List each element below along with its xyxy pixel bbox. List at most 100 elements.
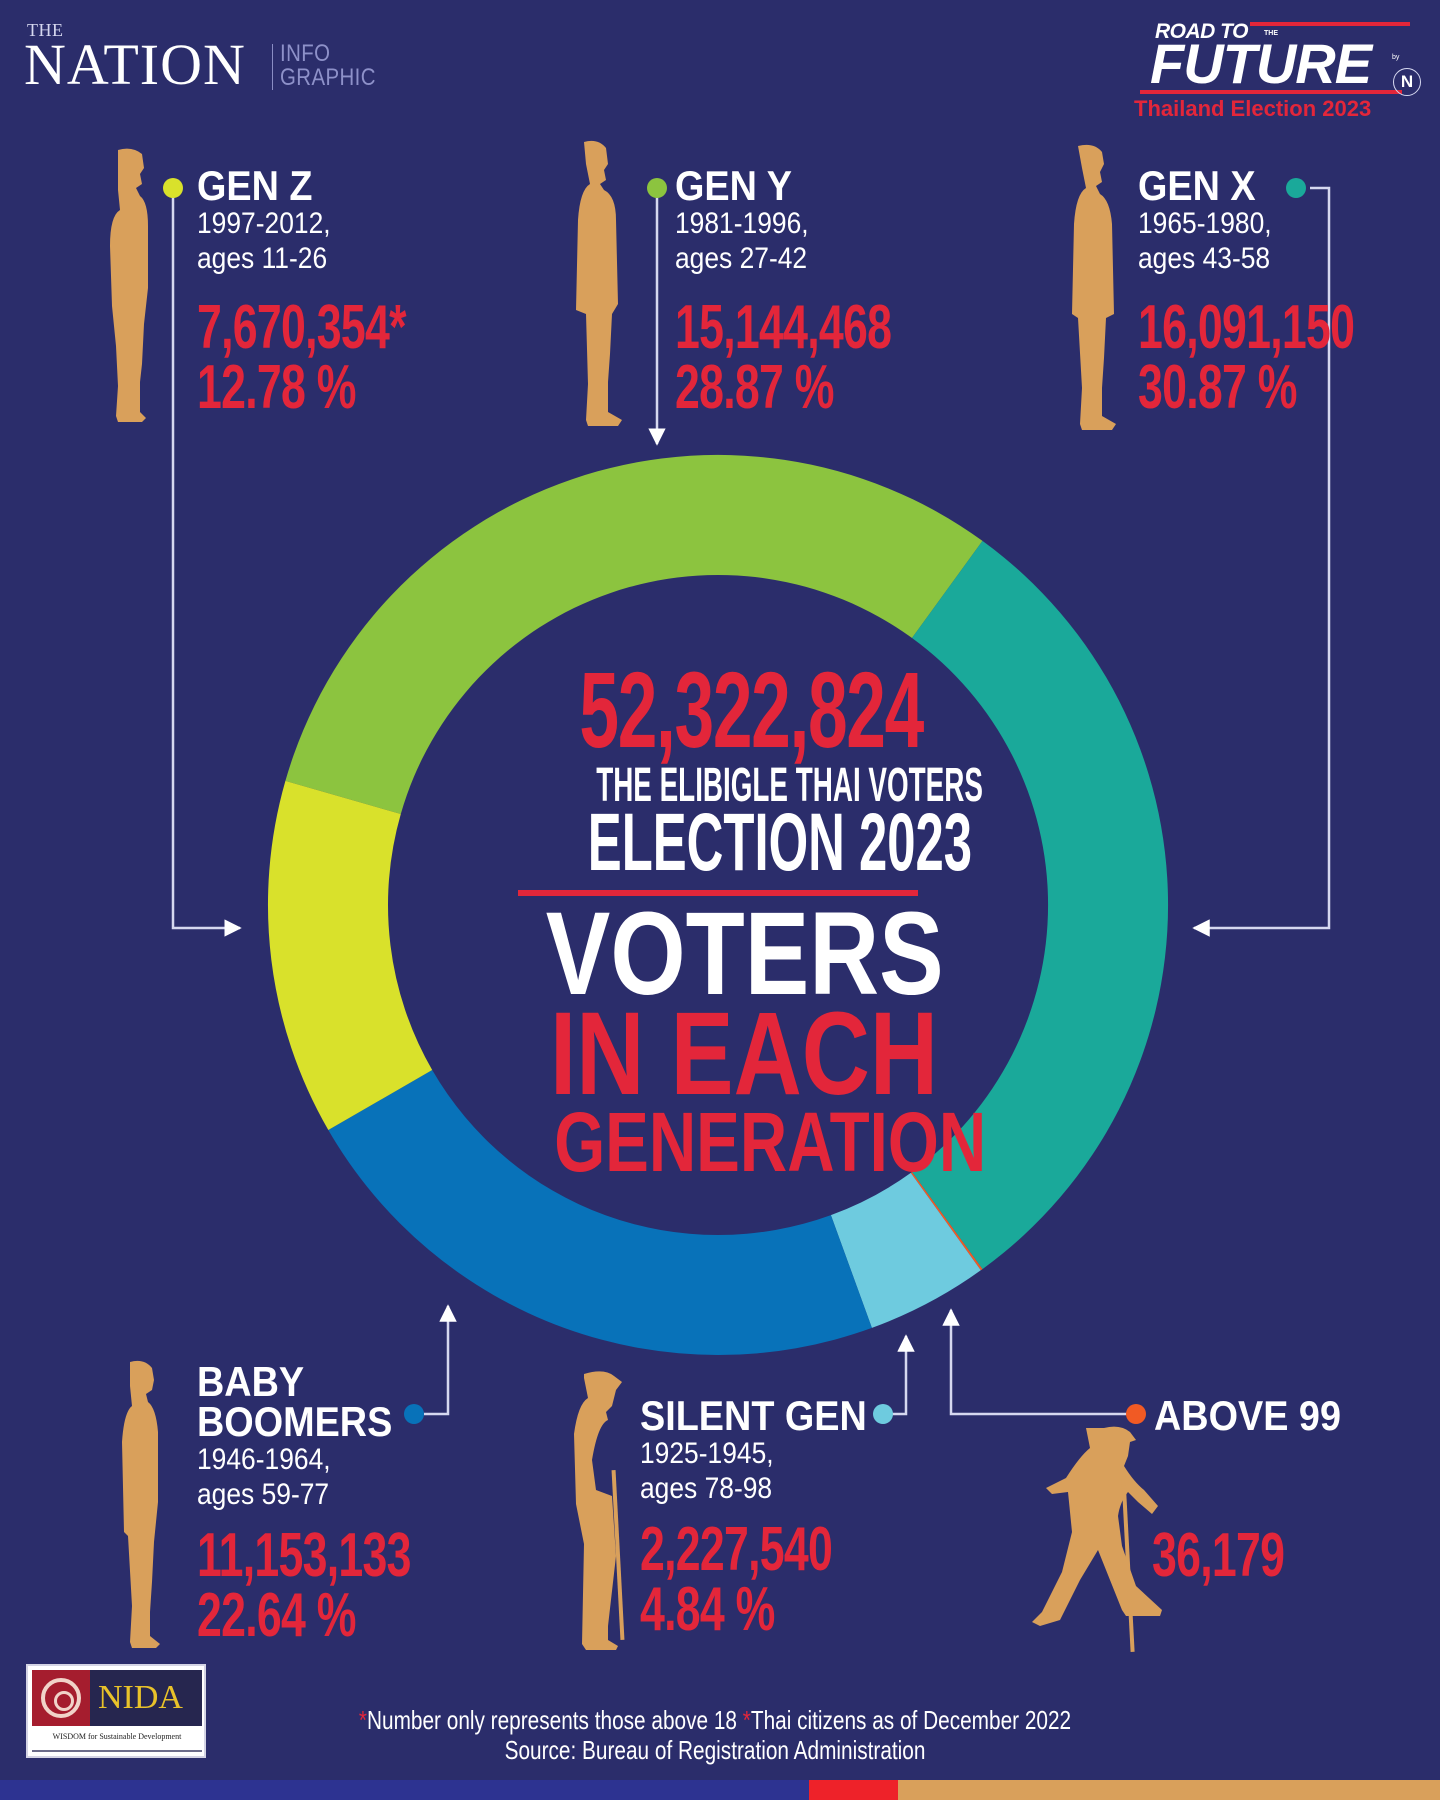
logo-the: THE — [27, 20, 64, 40]
silent-gen-dot — [873, 1404, 893, 1424]
gen-z-count: 7,670,354* — [197, 293, 406, 362]
campaign-the: THE — [1264, 30, 1278, 37]
gen-z-title: GEN Z — [197, 162, 313, 209]
total-voters: 52,322,824 — [579, 649, 924, 770]
gen-y-dot — [647, 178, 667, 198]
silent-gen-percent: 4.84 % — [640, 1575, 775, 1644]
gen-z-ages: ages 11-26 — [197, 242, 328, 275]
gen-y-ages: ages 27-42 — [675, 242, 808, 275]
gen-x-years: 1965-1980, — [1138, 207, 1272, 240]
person-silent-gen-icon — [574, 1371, 622, 1650]
campaign-rule-bottom — [1140, 90, 1402, 94]
nida-underline — [32, 1750, 202, 1752]
nida-seal-icon — [41, 1678, 81, 1718]
segment-gen-y — [285, 454, 983, 814]
donut-segments — [267, 454, 1169, 1356]
nida-logo: NIDA WISDOM for Sustainable Development — [26, 1664, 206, 1758]
person-above-99-icon — [1032, 1426, 1162, 1626]
segment-silent-gen — [830, 1172, 981, 1328]
connector-boomers — [424, 1304, 457, 1416]
segment-baby-boomers — [328, 1070, 872, 1356]
segment-gen-z — [267, 780, 433, 1130]
connector-gen-x — [1192, 186, 1331, 937]
nation-n-icon: N — [1393, 68, 1421, 96]
gen-x-title: GEN X — [1138, 162, 1256, 209]
cane-silent-icon — [611, 1470, 625, 1640]
center-title-in-each: IN EACH — [550, 988, 939, 1120]
donut-center-label: 52,322,824 THE ELIBIGLE THAI VOTERS ELEC… — [508, 649, 987, 1189]
gen-y-count: 15,144,468 — [675, 293, 892, 362]
connector-gen-z — [171, 196, 242, 937]
campaign-logo: ROAD TO THE FUTURE by N Thailand Electio… — [1130, 14, 1430, 129]
footnote-part-2: Thai citizens as of December 2022 — [750, 1705, 1072, 1735]
boomers-dot — [404, 1404, 424, 1424]
footer-bar-blue — [0, 1780, 809, 1800]
logo-divider — [272, 44, 273, 90]
footnote-part-1: Number only represents those above 18 — [366, 1705, 743, 1735]
footnote: *Number only represents those above 18 *… — [335, 1705, 1095, 1765]
segment-gen-x — [912, 540, 1169, 1270]
footnote-source: Source: Bureau of Registration Administr… — [504, 1735, 926, 1765]
footnote-line-1: *Number only represents those above 18 *… — [335, 1705, 1095, 1735]
campaign-by: by — [1392, 54, 1400, 61]
person-gen-z-icon — [110, 148, 148, 422]
campaign-road-to: ROAD TO — [1155, 20, 1248, 43]
gen-x-ages: ages 43-58 — [1138, 242, 1271, 275]
gen-z-percent: 12.78 % — [197, 353, 356, 422]
logo-infographic: INFO GRAPHIC — [280, 42, 376, 90]
logo-nation: NATION — [24, 32, 246, 97]
center-divider — [518, 890, 918, 896]
boomers-years: 1946-1964, — [197, 1443, 331, 1476]
gen-z-block: GEN Z 1997-2012, ages 11-26 7,670,354* 1… — [197, 162, 487, 422]
above-99-block: ABOVE 99 — [1154, 1392, 1362, 1439]
boomers-title-2: BOOMERS — [197, 1398, 393, 1445]
gen-y-percent: 28.87 % — [675, 353, 834, 422]
campaign-rule-top — [1250, 22, 1410, 26]
segment-above-99 — [910, 1172, 983, 1271]
silent-gen-title: SILENT GEN — [640, 1392, 867, 1439]
gen-x-percent: 30.87 % — [1138, 353, 1297, 422]
nida-seal-panel — [32, 1670, 90, 1726]
person-boomers-icon — [122, 1360, 160, 1648]
center-subtitle-2: ELECTION 2023 — [587, 797, 973, 888]
logo-info-line2: GRAPHIC — [280, 64, 376, 91]
gen-z-dot — [163, 178, 183, 198]
above-99-title: ABOVE 99 — [1154, 1392, 1341, 1439]
person-gen-x-icon — [1072, 144, 1116, 430]
above-99-count-block: 36,179 — [1152, 1521, 1336, 1590]
silent-gen-ages: ages 78-98 — [640, 1472, 773, 1505]
silent-gen-block: SILENT GEN 1925-1945, ages 78-98 2,227,5… — [640, 1392, 907, 1644]
boomers-count: 11,153,133 — [197, 1521, 411, 1590]
connector-silent — [892, 1334, 915, 1416]
above-99-dot — [1126, 1404, 1146, 1424]
footnote-asterisk-1: * — [358, 1705, 367, 1735]
campaign-subtitle: Thailand Election 2023 — [1134, 96, 1372, 121]
center-title-generation: GENERATION — [554, 1095, 987, 1189]
center-title-voters: VOTERS — [545, 888, 944, 1020]
silent-gen-years: 1925-1945, — [640, 1437, 774, 1470]
footer-bar-orange — [898, 1780, 1440, 1800]
footnote-asterisk-2: * — [742, 1705, 751, 1735]
boomers-ages: ages 59-77 — [197, 1478, 330, 1511]
nida-logo-banner: NIDA — [32, 1670, 202, 1726]
logo-info-line1: INFO — [280, 40, 331, 67]
campaign-future: FUTURE — [1150, 32, 1372, 95]
connector-above-99 — [942, 1308, 1135, 1416]
boomers-title-1: BABY — [197, 1358, 305, 1405]
nida-tagline: WISDOM for Sustainable Development — [52, 1732, 182, 1741]
connectors — [171, 186, 1331, 1416]
footer-bar-red — [809, 1780, 898, 1800]
cane-above-99-icon — [1121, 1476, 1135, 1652]
gen-x-dot — [1286, 178, 1306, 198]
gen-z-years: 1997-2012, — [197, 207, 331, 240]
gen-x-block: GEN X 1965-1980, ages 43-58 16,091,150 3… — [1138, 162, 1438, 422]
gen-y-years: 1981-1996, — [675, 207, 809, 240]
gen-y-block: GEN Y 1981-1996, ages 27-42 15,144,468 2… — [675, 162, 975, 422]
boomers-block: BABY BOOMERS 1946-1964, ages 59-77 11,15… — [197, 1358, 494, 1650]
person-gen-y-icon — [576, 140, 622, 426]
gen-x-count: 16,091,150 — [1138, 293, 1355, 362]
boomers-percent: 22.64 % — [197, 1581, 356, 1650]
above-99-count: 36,179 — [1152, 1521, 1285, 1590]
gen-y-title: GEN Y — [675, 162, 792, 209]
